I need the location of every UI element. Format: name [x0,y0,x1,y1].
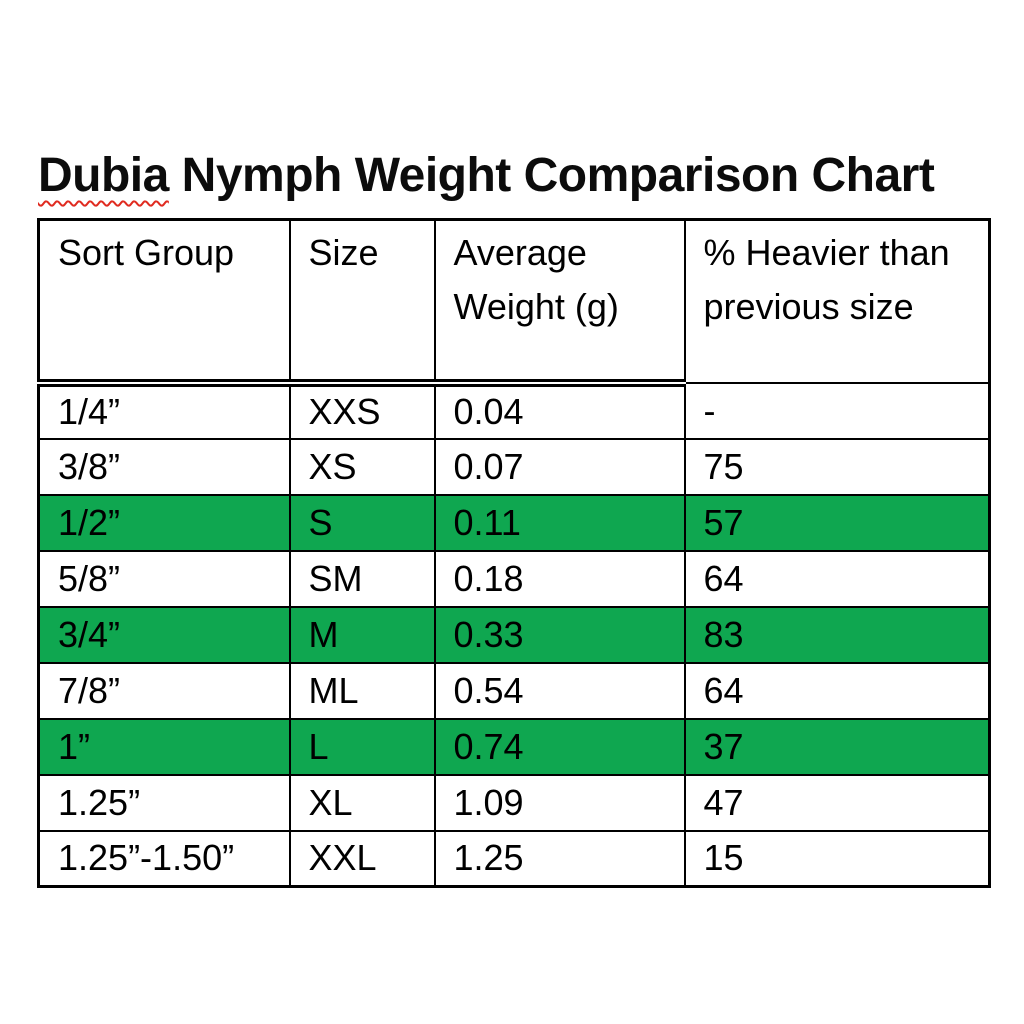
table-row: 1/4” XXS 0.04 - [37,381,991,440]
page-title-rest: Nymph Weight Comparison Chart [168,149,935,203]
col-header-average-weight: Average Weight (g) [433,218,686,387]
cell-size: L [288,717,436,776]
cell-avg-weight: 0.07 [433,437,686,496]
cell-pct-heavier: 15 [683,829,991,888]
cell-sort-group: 5/8” [37,549,291,608]
cell-avg-weight: 0.18 [433,549,686,608]
cell-sort-group: 1” [37,717,291,776]
cell-avg-weight: 1.25 [433,829,686,888]
cell-pct-heavier: 75 [683,437,991,496]
cell-sort-group: 1.25”-1.50” [37,829,291,888]
cell-sort-group: 1/2” [37,493,291,552]
table-row: 5/8” SM 0.18 64 [37,549,991,608]
weight-comparison-table: Sort Group Size Average Weight (g) % Hea… [37,218,991,888]
cell-pct-heavier: 47 [683,773,991,832]
col-header-size: Size [288,218,436,387]
cell-sort-group: 1.25” [37,773,291,832]
cell-pct-heavier: 64 [683,661,991,720]
cell-size: XXS [288,381,436,440]
table-row: 1.25”-1.50” XXL 1.25 15 [37,829,991,888]
table-row: 7/8” ML 0.54 64 [37,661,991,720]
table-row: 1.25” XL 1.09 47 [37,773,991,832]
cell-size: SM [288,549,436,608]
cell-size: XS [288,437,436,496]
cell-avg-weight: 0.04 [433,381,686,440]
cell-avg-weight: 0.74 [433,717,686,776]
cell-pct-heavier: 83 [683,605,991,664]
misspelled-word: Dubia [38,149,169,203]
cell-size: XL [288,773,436,832]
header-row: Sort Group Size Average Weight (g) % Hea… [37,218,991,387]
page-title: Dubia Nymph Weight Comparison Chart [38,148,935,203]
cell-size: ML [288,661,436,720]
col-header-sort-group: Sort Group [37,218,291,387]
cell-size: M [288,605,436,664]
cell-sort-group: 3/4” [37,605,291,664]
cell-pct-heavier: 57 [683,493,991,552]
cell-avg-weight: 0.54 [433,661,686,720]
col-header-pct-heavier: % Heavier than previous size [683,218,991,384]
cell-pct-heavier: 37 [683,717,991,776]
table-row: 1” L 0.74 37 [37,717,991,776]
cell-sort-group: 1/4” [37,381,291,440]
cell-sort-group: 3/8” [37,437,291,496]
table-row: 3/8” XS 0.07 75 [37,437,991,496]
cell-avg-weight: 1.09 [433,773,686,832]
cell-sort-group: 7/8” [37,661,291,720]
cell-avg-weight: 0.11 [433,493,686,552]
cell-size: S [288,493,436,552]
cell-size: XXL [288,829,436,888]
cell-pct-heavier: 64 [683,549,991,608]
table-row: 1/2” S 0.11 57 [37,493,991,552]
cell-avg-weight: 0.33 [433,605,686,664]
cell-pct-heavier: - [683,381,991,440]
table-row: 3/4” M 0.33 83 [37,605,991,664]
